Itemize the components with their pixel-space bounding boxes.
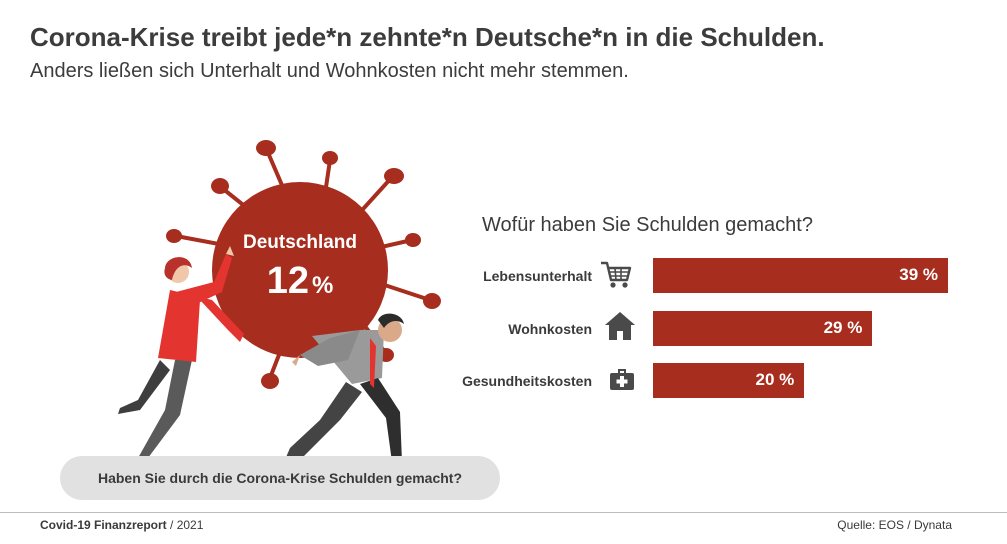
bar-value-label: 29 %	[823, 318, 863, 337]
category-label: Lebensunterhalt	[483, 268, 592, 284]
footer-source: Quelle: EOS / Dynata	[837, 518, 952, 532]
first-aid-kit-icon	[609, 367, 635, 396]
virus-illustration	[118, 140, 441, 462]
bar: 39 %	[653, 258, 948, 293]
page-title: Corona-Krise treibt jede*n zehnte*n Deut…	[30, 22, 825, 52]
virus-share-value: 12%	[266, 260, 334, 302]
virus-country-label: Deutschland	[242, 232, 358, 253]
shopping-cart-icon	[599, 260, 633, 295]
bar-value-label: 39 %	[899, 265, 938, 284]
bar-value-label: 20 %	[755, 370, 795, 389]
bar: 20 %	[653, 363, 805, 398]
category-label: Wohnkosten	[508, 321, 592, 337]
chart-title: Wofür haben Sie Schulden gemacht?	[482, 214, 813, 236]
page-subtitle: Anders ließen sich Unterhalt und Wohnkos…	[30, 60, 629, 82]
category-label: Gesundheitskosten	[462, 373, 592, 389]
man-figure	[284, 313, 404, 462]
bar: 29 %	[653, 311, 873, 346]
house-icon	[603, 310, 637, 347]
survey-question-pill: Haben Sie durch die Corona-Krise Schulde…	[60, 456, 500, 500]
woman-figure	[118, 246, 244, 462]
footer-report: Covid-19 Finanzreport / 2021	[40, 518, 204, 532]
footer-divider	[0, 512, 1007, 513]
